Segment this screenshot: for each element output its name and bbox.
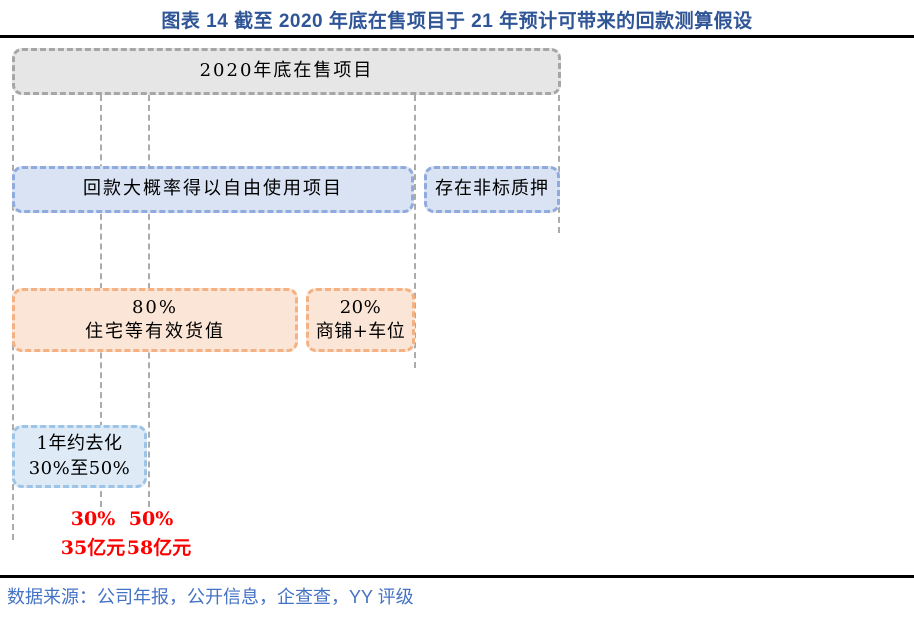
result-high-percent: 50% (128, 508, 174, 530)
node-residential-pct: 80% (131, 296, 178, 318)
node-residential-label: 住宅等有效货值 (85, 321, 225, 342)
node-sellthrough-line1: 1年约去化 (36, 433, 123, 455)
node-commercial-label: 商铺+车位 (315, 321, 406, 342)
connector-line-mid (414, 95, 416, 368)
data-source-line: 数据来源：公司年报，公开信息，企查查，YY 评级 (7, 587, 414, 607)
node-residential-value: 80% 住宅等有效货值 (12, 288, 298, 352)
bottom-divider (0, 575, 914, 578)
result-high-amount: 58亿元 (126, 537, 192, 559)
result-low-percent: 30% (70, 508, 116, 530)
node-free-use-projects: 回款大概率得以自由使用项目 (12, 166, 414, 213)
connector-line-right (558, 95, 560, 233)
node-sellthrough-line2: 30%至50% (28, 457, 131, 479)
result-low-amount: 35亿元 (60, 537, 126, 559)
node-commercial-pct: 20% (339, 296, 382, 318)
node-commercial-parking: 20% 商铺+车位 (306, 288, 415, 352)
node-nonstandard-pledge-label: 存在非标质押 (435, 178, 549, 200)
node-free-use-projects-label: 回款大概率得以自由使用项目 (83, 178, 343, 200)
node-2020-projects: 2020年底在售项目 (12, 48, 561, 95)
node-2020-projects-label: 2020年底在售项目 (199, 60, 374, 82)
node-sellthrough-rate: 1年约去化 30%至50% (12, 425, 147, 488)
top-divider (0, 35, 914, 38)
figure-title: 图表 14 截至 2020 年底在售项目于 21 年预计可带来的回款测算假设 (161, 11, 753, 32)
node-nonstandard-pledge: 存在非标质押 (424, 166, 560, 213)
